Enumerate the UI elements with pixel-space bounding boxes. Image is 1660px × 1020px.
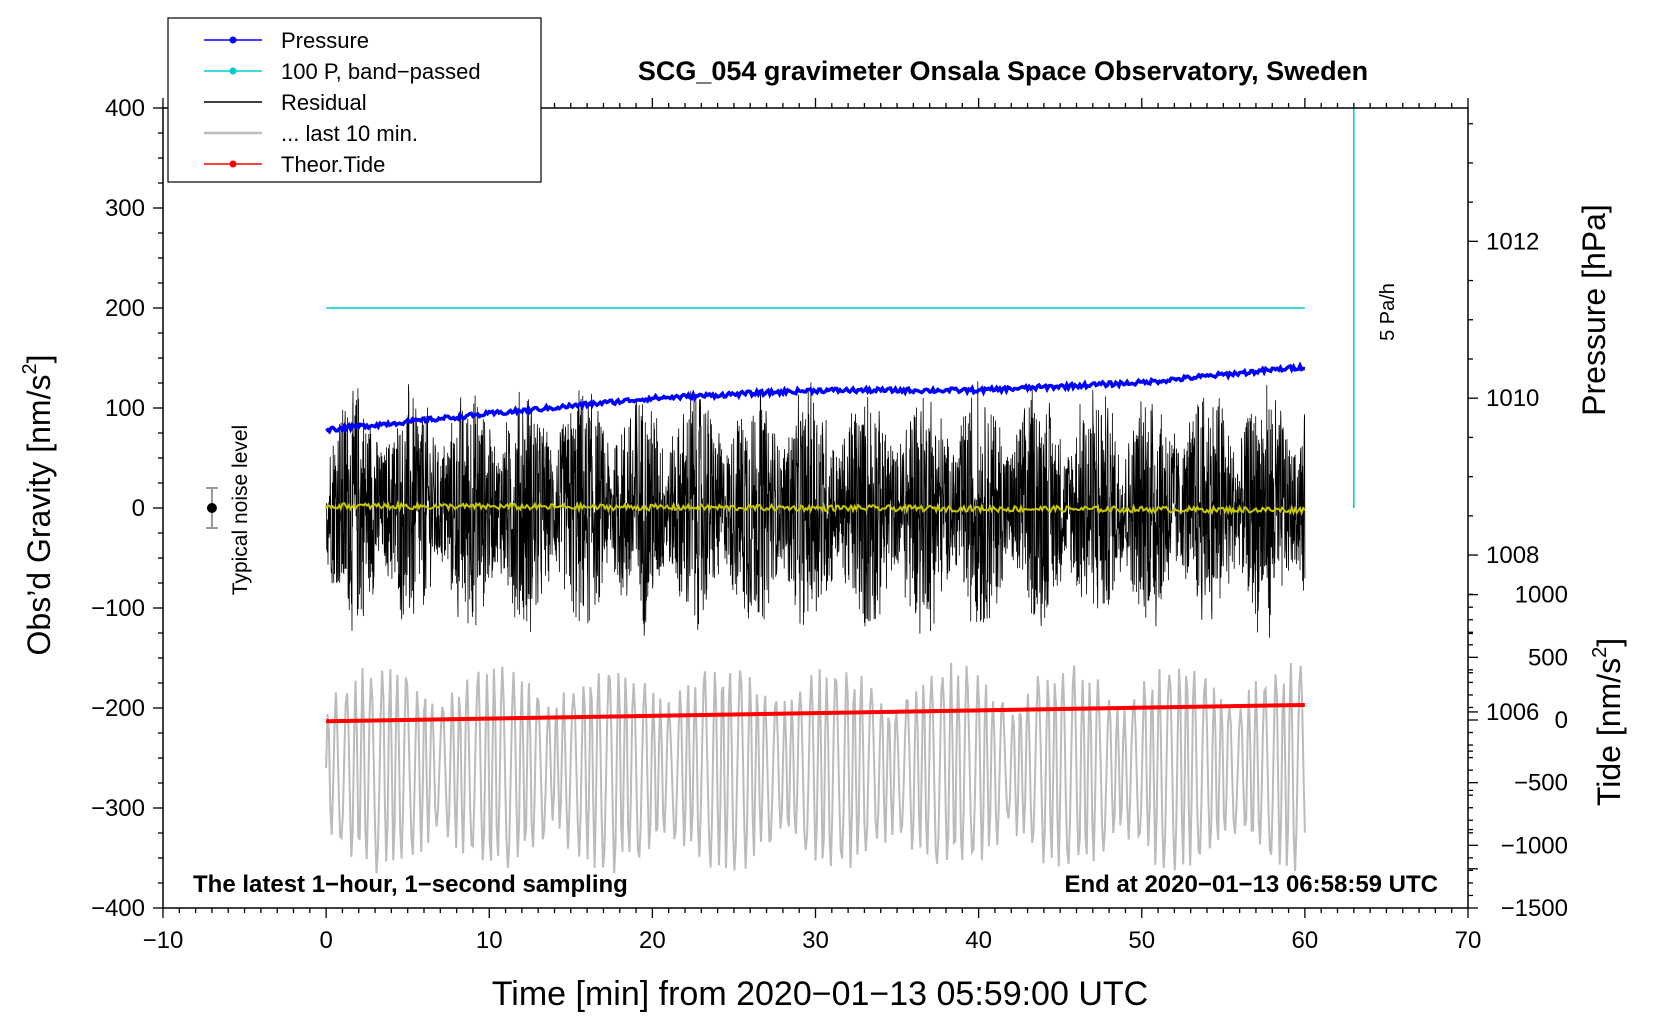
legend-label: Pressure (281, 28, 369, 53)
legend-label: Residual (281, 90, 367, 115)
x-tick-label: 10 (476, 927, 503, 954)
tide-axis-label: Tide [nm/s2] (1589, 638, 1627, 806)
axes: −10 0 10 20 30 40 50 60 704003002001000−100−200−… (91, 95, 1568, 954)
y-tick-label: 400 (105, 95, 145, 122)
y-tick-label: 100 (105, 395, 145, 422)
legend-swatch-marker (229, 36, 237, 44)
y-tick-label: −200 (91, 695, 145, 722)
legend-box (167, 17, 542, 183)
legend-label: 100 P, band−passed (281, 59, 481, 84)
x-tick-label: 20 (639, 927, 666, 954)
tide-axis-label-end: ] (1591, 638, 1627, 647)
x-tick-label: 70 (1455, 927, 1482, 954)
series-last-10-min (325, 662, 1306, 874)
y-tick-label: −300 (91, 795, 145, 822)
tide-tick-label: −1000 (1501, 832, 1568, 859)
annotation-rate: 5 Pa/h (1377, 283, 1399, 341)
y-axis-label-text: Obs’d Gravity [nm/s (21, 375, 57, 656)
tide-tick-label: 500 (1528, 644, 1568, 671)
legend-swatch-marker (229, 67, 237, 75)
series-theor-tide (326, 702, 1305, 724)
x-tick-label: 40 (965, 927, 992, 954)
tide-tick-label: −1500 (1501, 895, 1568, 922)
chart-title: SCG_054 gravimeter Onsala Space Observat… (638, 56, 1368, 86)
series-residual (325, 381, 1306, 638)
annotation-noise-level: Typical noise level (229, 425, 252, 595)
series-residual-smoothed (325, 499, 1306, 517)
y-tick-label: 0 (132, 495, 145, 522)
plot-content (205, 108, 1355, 874)
legend-label: Theor.Tide (281, 152, 385, 177)
pressure-tick-label: 1012 (1486, 228, 1539, 255)
pressure-tick-label: 1006 (1486, 699, 1539, 726)
y-axis-label-left: Obs’d Gravity [nm/s2] (19, 355, 57, 656)
pressure-tick-label: 1010 (1486, 385, 1539, 412)
x-tick-label: −10 (143, 927, 184, 954)
x-tick-label: 0 (319, 927, 332, 954)
pressure-axis-label: Pressure [hPa] (1576, 204, 1612, 416)
y-axis-label-end: ] (21, 355, 57, 364)
y-tick-label: 200 (105, 295, 145, 322)
x-tick-label: 50 (1128, 927, 1155, 954)
legend-swatch-marker (229, 160, 237, 168)
tide-tick-label: 0 (1555, 707, 1568, 734)
annotation-end-time: End at 2020−01−13 06:58:59 UTC (1064, 871, 1438, 898)
annotation-sampling: The latest 1−hour, 1−second sampling (193, 871, 628, 898)
tide-axis-label-sup: 2 (1589, 647, 1611, 658)
series-pressure (325, 361, 1306, 435)
y-axis-label-sup: 2 (19, 363, 41, 374)
legend-label: ... last 10 min. (281, 121, 418, 146)
tide-axis-label-text: Tide [nm/s (1591, 658, 1627, 806)
y-tick-label: −100 (91, 595, 145, 622)
x-tick-label: 30 (802, 927, 829, 954)
tide-tick-label: −500 (1514, 770, 1568, 797)
pressure-tick-label: 1008 (1486, 542, 1539, 569)
legend: Pressure 100 P, band−passed Residual ... la… (167, 17, 542, 183)
x-tick-label: 60 (1292, 927, 1319, 954)
y-tick-label: −400 (91, 895, 145, 922)
x-axis-label: Time [min] from 2020−01−13 05:59:00 UTC (492, 975, 1148, 1013)
tide-tick-label: 1000 (1515, 582, 1568, 609)
y-tick-label: 300 (105, 195, 145, 222)
noise-marker (206, 503, 217, 513)
